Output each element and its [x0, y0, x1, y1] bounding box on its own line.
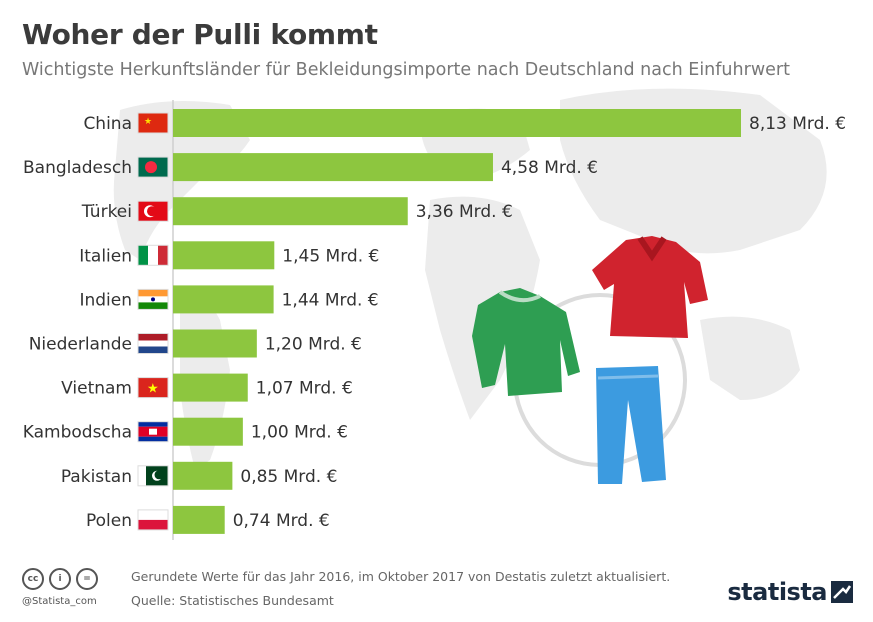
pakistan-flag-icon — [137, 465, 169, 487]
license-icons: cc i = — [22, 568, 98, 590]
no-derivatives-icon: = — [76, 568, 98, 590]
bar-6 — [173, 373, 248, 402]
page-title: Woher der Pulli kommt — [22, 18, 378, 51]
value-label: 1,07 Mrd. € — [256, 379, 353, 399]
value-label: 8,13 Mrd. € — [749, 114, 846, 134]
bar-5 — [173, 329, 257, 358]
bar-1 — [173, 153, 493, 182]
category-label: China — [83, 114, 132, 134]
category-label: Niederlande — [29, 335, 132, 355]
statista-handle: @Statista_com — [22, 596, 97, 607]
statista-logo-icon — [831, 581, 853, 603]
category-label: Bangladesch — [23, 158, 132, 178]
value-label: 1,20 Mrd. € — [265, 335, 362, 355]
page-subtitle: Wichtigste Herkunftsländer für Bekleidun… — [22, 60, 790, 80]
category-label: Vietnam — [61, 379, 132, 399]
value-label: 0,74 Mrd. € — [233, 511, 330, 531]
svg-text:★: ★ — [147, 382, 159, 397]
value-label: 3,36 Mrd. € — [416, 202, 513, 222]
niederlande-flag-icon — [137, 333, 169, 354]
bar-9 — [173, 505, 225, 534]
bar-0 — [173, 109, 741, 137]
bangladesch-flag-icon — [137, 156, 169, 178]
category-label: Türkei — [81, 202, 132, 222]
bar-3 — [173, 241, 275, 270]
value-label: 4,58 Mrd. € — [501, 158, 598, 178]
tuerkei-flag-icon — [137, 200, 169, 222]
category-label: Italien — [79, 246, 132, 266]
bar-8 — [173, 461, 233, 490]
category-label: Pakistan — [61, 467, 132, 487]
statista-logo: statista — [727, 578, 853, 606]
value-label: 1,44 Mrd. € — [282, 290, 379, 310]
category-label: Indien — [79, 290, 132, 310]
green-sweater-icon — [472, 288, 580, 396]
vietnam-flag-icon: ★ — [137, 377, 169, 399]
italien-flag-icon — [137, 244, 169, 266]
footer-source: Quelle: Statistisches Bundesamt — [131, 593, 334, 608]
polen-flag-icon — [137, 509, 169, 531]
bar-2 — [173, 197, 408, 226]
brand-name: statista — [727, 578, 827, 606]
china-flag-icon: ★ — [137, 112, 169, 134]
kambodscha-flag-icon — [137, 421, 169, 443]
red-shirt-icon — [592, 236, 708, 338]
footer-note: Gerundete Werte für das Jahr 2016, im Ok… — [131, 569, 671, 584]
value-label: 1,45 Mrd. € — [282, 246, 379, 266]
blue-jeans-icon — [596, 366, 666, 484]
bar-7 — [173, 417, 243, 446]
bar-4 — [173, 285, 274, 314]
category-label: Polen — [86, 511, 132, 531]
cc-icon: cc — [22, 568, 44, 590]
category-label: Kambodscha — [23, 423, 132, 443]
svg-text:★: ★ — [144, 117, 152, 127]
value-label: 0,85 Mrd. € — [240, 467, 337, 487]
attribution-icon: i — [49, 568, 71, 590]
world-map-background — [113, 88, 827, 470]
indien-flag-icon — [137, 288, 169, 310]
value-label: 1,00 Mrd. € — [251, 423, 348, 443]
